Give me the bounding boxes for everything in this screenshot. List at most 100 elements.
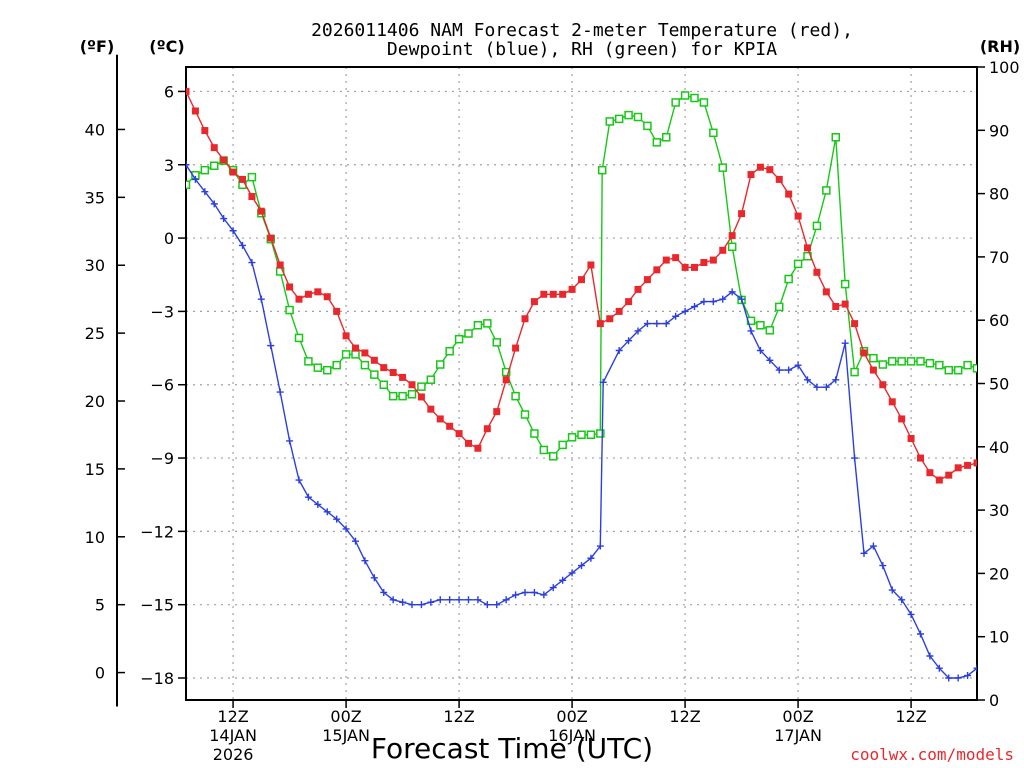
rh-tick-label: 70 [989, 248, 1009, 267]
temperature-point [455, 430, 463, 438]
rh-point [671, 98, 680, 107]
fahrenheit-tick-label: 30 [85, 256, 105, 275]
rh-point [699, 98, 709, 107]
dewpoint-point [804, 376, 811, 384]
dewpoint-point [276, 388, 284, 396]
dewpoint-point [304, 493, 312, 501]
dewpoint-line [186, 164, 977, 679]
dewpoint-point [399, 598, 407, 606]
dewpoint-point [427, 598, 435, 606]
rh-point [690, 93, 699, 103]
temperature-point [352, 344, 359, 352]
dewpoint-point [559, 576, 567, 584]
rh-point [351, 350, 360, 359]
rh-point [756, 321, 765, 330]
celsius-tick-label: −12 [140, 522, 174, 541]
chart-title-line2: Dewpoint (blue), RH (green) for KPIA [387, 39, 777, 60]
dewpoint-point [229, 227, 237, 235]
temperature-point [935, 476, 943, 484]
temperature-point [559, 290, 567, 298]
dewpoint-point [342, 525, 350, 533]
celsius-tick-label: 0 [164, 229, 174, 248]
temperature-point [257, 207, 265, 215]
dewpoint-point [813, 383, 821, 391]
dewpoint-point [898, 596, 906, 604]
temperature-point [841, 300, 849, 308]
dewpoint-point [578, 562, 585, 570]
rh-point [916, 357, 925, 366]
celsius-tick-label: −3 [150, 302, 174, 321]
temperature-point [549, 290, 557, 298]
dewpoint-point [917, 630, 924, 638]
dewpoint-point [860, 549, 868, 557]
fahrenheit-axis: 40 35 30 25 20 15 10 5 0 [85, 54, 125, 707]
rh-point [972, 364, 977, 373]
temperature-point [399, 373, 407, 381]
rh-point [210, 161, 219, 170]
dewpoint-point [691, 303, 698, 311]
dewpoint-point [587, 554, 595, 562]
rh-point [662, 133, 671, 142]
rh-tick-label: 20 [989, 564, 1009, 583]
temperature-point [653, 266, 661, 274]
dewpoint-series [186, 161, 977, 682]
rh-point [379, 380, 388, 390]
temperature-point [474, 444, 482, 452]
temperature-point [540, 290, 548, 298]
dewpoint-point [267, 342, 275, 350]
fahrenheit-tick-label: 10 [85, 528, 105, 547]
temperature-point [804, 244, 811, 252]
dewpoint-point [926, 652, 934, 660]
celsius-tick-label: 6 [164, 82, 174, 101]
rh-tick-label: 90 [989, 121, 1009, 140]
rh-point [614, 114, 624, 124]
dewpoint-point [832, 376, 840, 384]
dewpoint-point [483, 601, 491, 609]
dewpoint-point [493, 601, 501, 609]
temperature-point [210, 144, 218, 152]
rh-point [831, 133, 840, 142]
rh-point [186, 180, 191, 189]
rh-point [822, 186, 831, 195]
dewpoint-point [615, 347, 623, 355]
rh-point [906, 357, 916, 366]
grid-lines [186, 67, 977, 700]
rh-point [765, 326, 775, 335]
temperature-point [691, 263, 698, 271]
temperature-point [747, 171, 755, 179]
time-tick-label: 00Z [556, 707, 587, 726]
temperature-point [465, 439, 472, 447]
time-tick-date: 15JAN [322, 726, 370, 745]
dewpoint-point [248, 259, 256, 267]
rh-point [652, 138, 662, 147]
rh-point [341, 350, 351, 359]
temperature-point [954, 464, 962, 472]
temperature-point [945, 471, 953, 479]
celsius-tick-label: −15 [140, 596, 174, 615]
rh-point [897, 357, 906, 366]
rh-series [186, 91, 977, 461]
dewpoint-point [361, 557, 369, 565]
fahrenheit-tick-label: 25 [85, 324, 105, 343]
rh-point [539, 445, 549, 455]
celsius-unit-label: (ºC) [149, 37, 184, 56]
temperature-point [869, 366, 877, 374]
dewpoint-point [568, 569, 576, 577]
time-tick-label: 12Z [669, 707, 700, 726]
series-clip-group [186, 87, 977, 682]
rh-point [473, 321, 483, 330]
temperature-point [851, 320, 859, 328]
rh-point [511, 391, 520, 401]
dewpoint-point [314, 500, 322, 508]
dewpoint-point [540, 591, 548, 599]
credit-text: coolwx.com/models [850, 745, 1014, 764]
temperature-point [596, 320, 604, 328]
dewpoint-point [841, 339, 849, 347]
dewpoint-point [257, 295, 265, 303]
rh-point [417, 382, 426, 391]
dewpoint-point [728, 288, 736, 296]
fahrenheit-tick-label: 20 [85, 392, 105, 411]
temperature-point [521, 315, 529, 323]
temperature-point [191, 107, 199, 115]
